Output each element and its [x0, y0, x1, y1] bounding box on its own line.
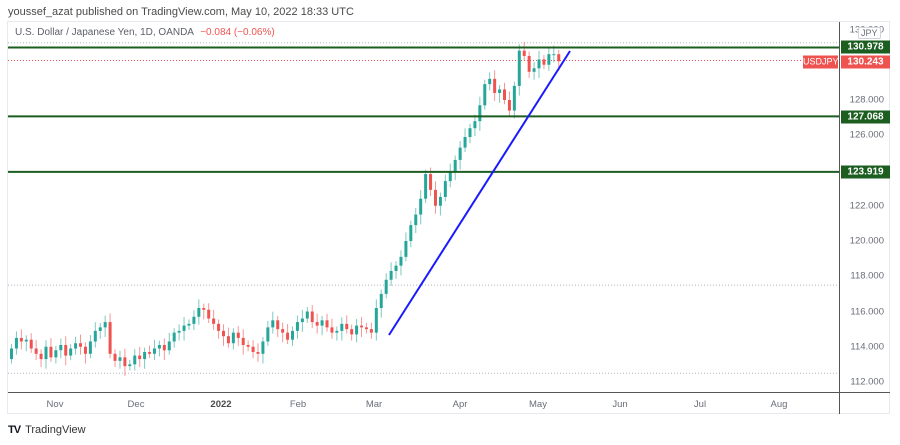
time-label: Jul — [693, 399, 707, 410]
tradingview-logo-icon: TV — [8, 424, 21, 436]
current-price-tag: 130.243 — [841, 55, 890, 69]
chart-frame — [7, 21, 890, 414]
price-axis[interactable]: 130.000 128.000 126.000 122.000 120.000 … — [839, 22, 890, 392]
publisher-line: youssef_azat published on TradingView.co… — [8, 6, 354, 18]
price-tick: 128.000 — [849, 94, 884, 106]
support-1-price-tag: 127.068 — [841, 110, 890, 124]
time-axis[interactable]: Nov Dec 2022 Feb Mar Apr May Jun Jul Aug — [8, 392, 839, 414]
time-label: Jun — [612, 399, 628, 410]
time-label: Nov — [46, 399, 64, 410]
price-tick: 118.000 — [850, 270, 884, 282]
time-label: 2022 — [210, 399, 232, 410]
price-tick: 116.000 — [850, 306, 884, 318]
price-tick: 120.000 — [849, 235, 884, 247]
symbol-price-label: USDJPY — [803, 55, 839, 69]
time-label: May — [529, 399, 547, 410]
chart-legend: U.S. Dollar / Japanese Yen, 1D, OANDA −0… — [15, 27, 275, 38]
resistance-price-tag: 130.978 — [841, 40, 890, 54]
price-tick: 122.000 — [849, 200, 884, 212]
legend-title: U.S. Dollar / Japanese Yen, 1D, OANDA — [15, 27, 194, 38]
axis-corner — [839, 392, 890, 414]
price-tick: 114.000 — [850, 341, 884, 353]
chart-plot-area[interactable] — [8, 22, 839, 392]
time-label: Apr — [452, 399, 468, 410]
footer-brand: TradingView — [25, 424, 86, 436]
price-tick: 112.000 — [850, 376, 884, 388]
support-2-price-tag: 123.919 — [841, 165, 890, 179]
footer: TV TradingView — [8, 424, 86, 436]
time-label: Aug — [770, 399, 788, 410]
candlestick-chart[interactable] — [8, 22, 839, 392]
time-label: Mar — [365, 399, 383, 410]
currency-label[interactable]: JPY — [858, 27, 881, 39]
time-label: Dec — [127, 399, 145, 410]
price-tick: 126.000 — [849, 129, 884, 141]
time-label: Feb — [289, 399, 307, 410]
legend-change: −0.084 (−0.06%) — [200, 27, 275, 38]
